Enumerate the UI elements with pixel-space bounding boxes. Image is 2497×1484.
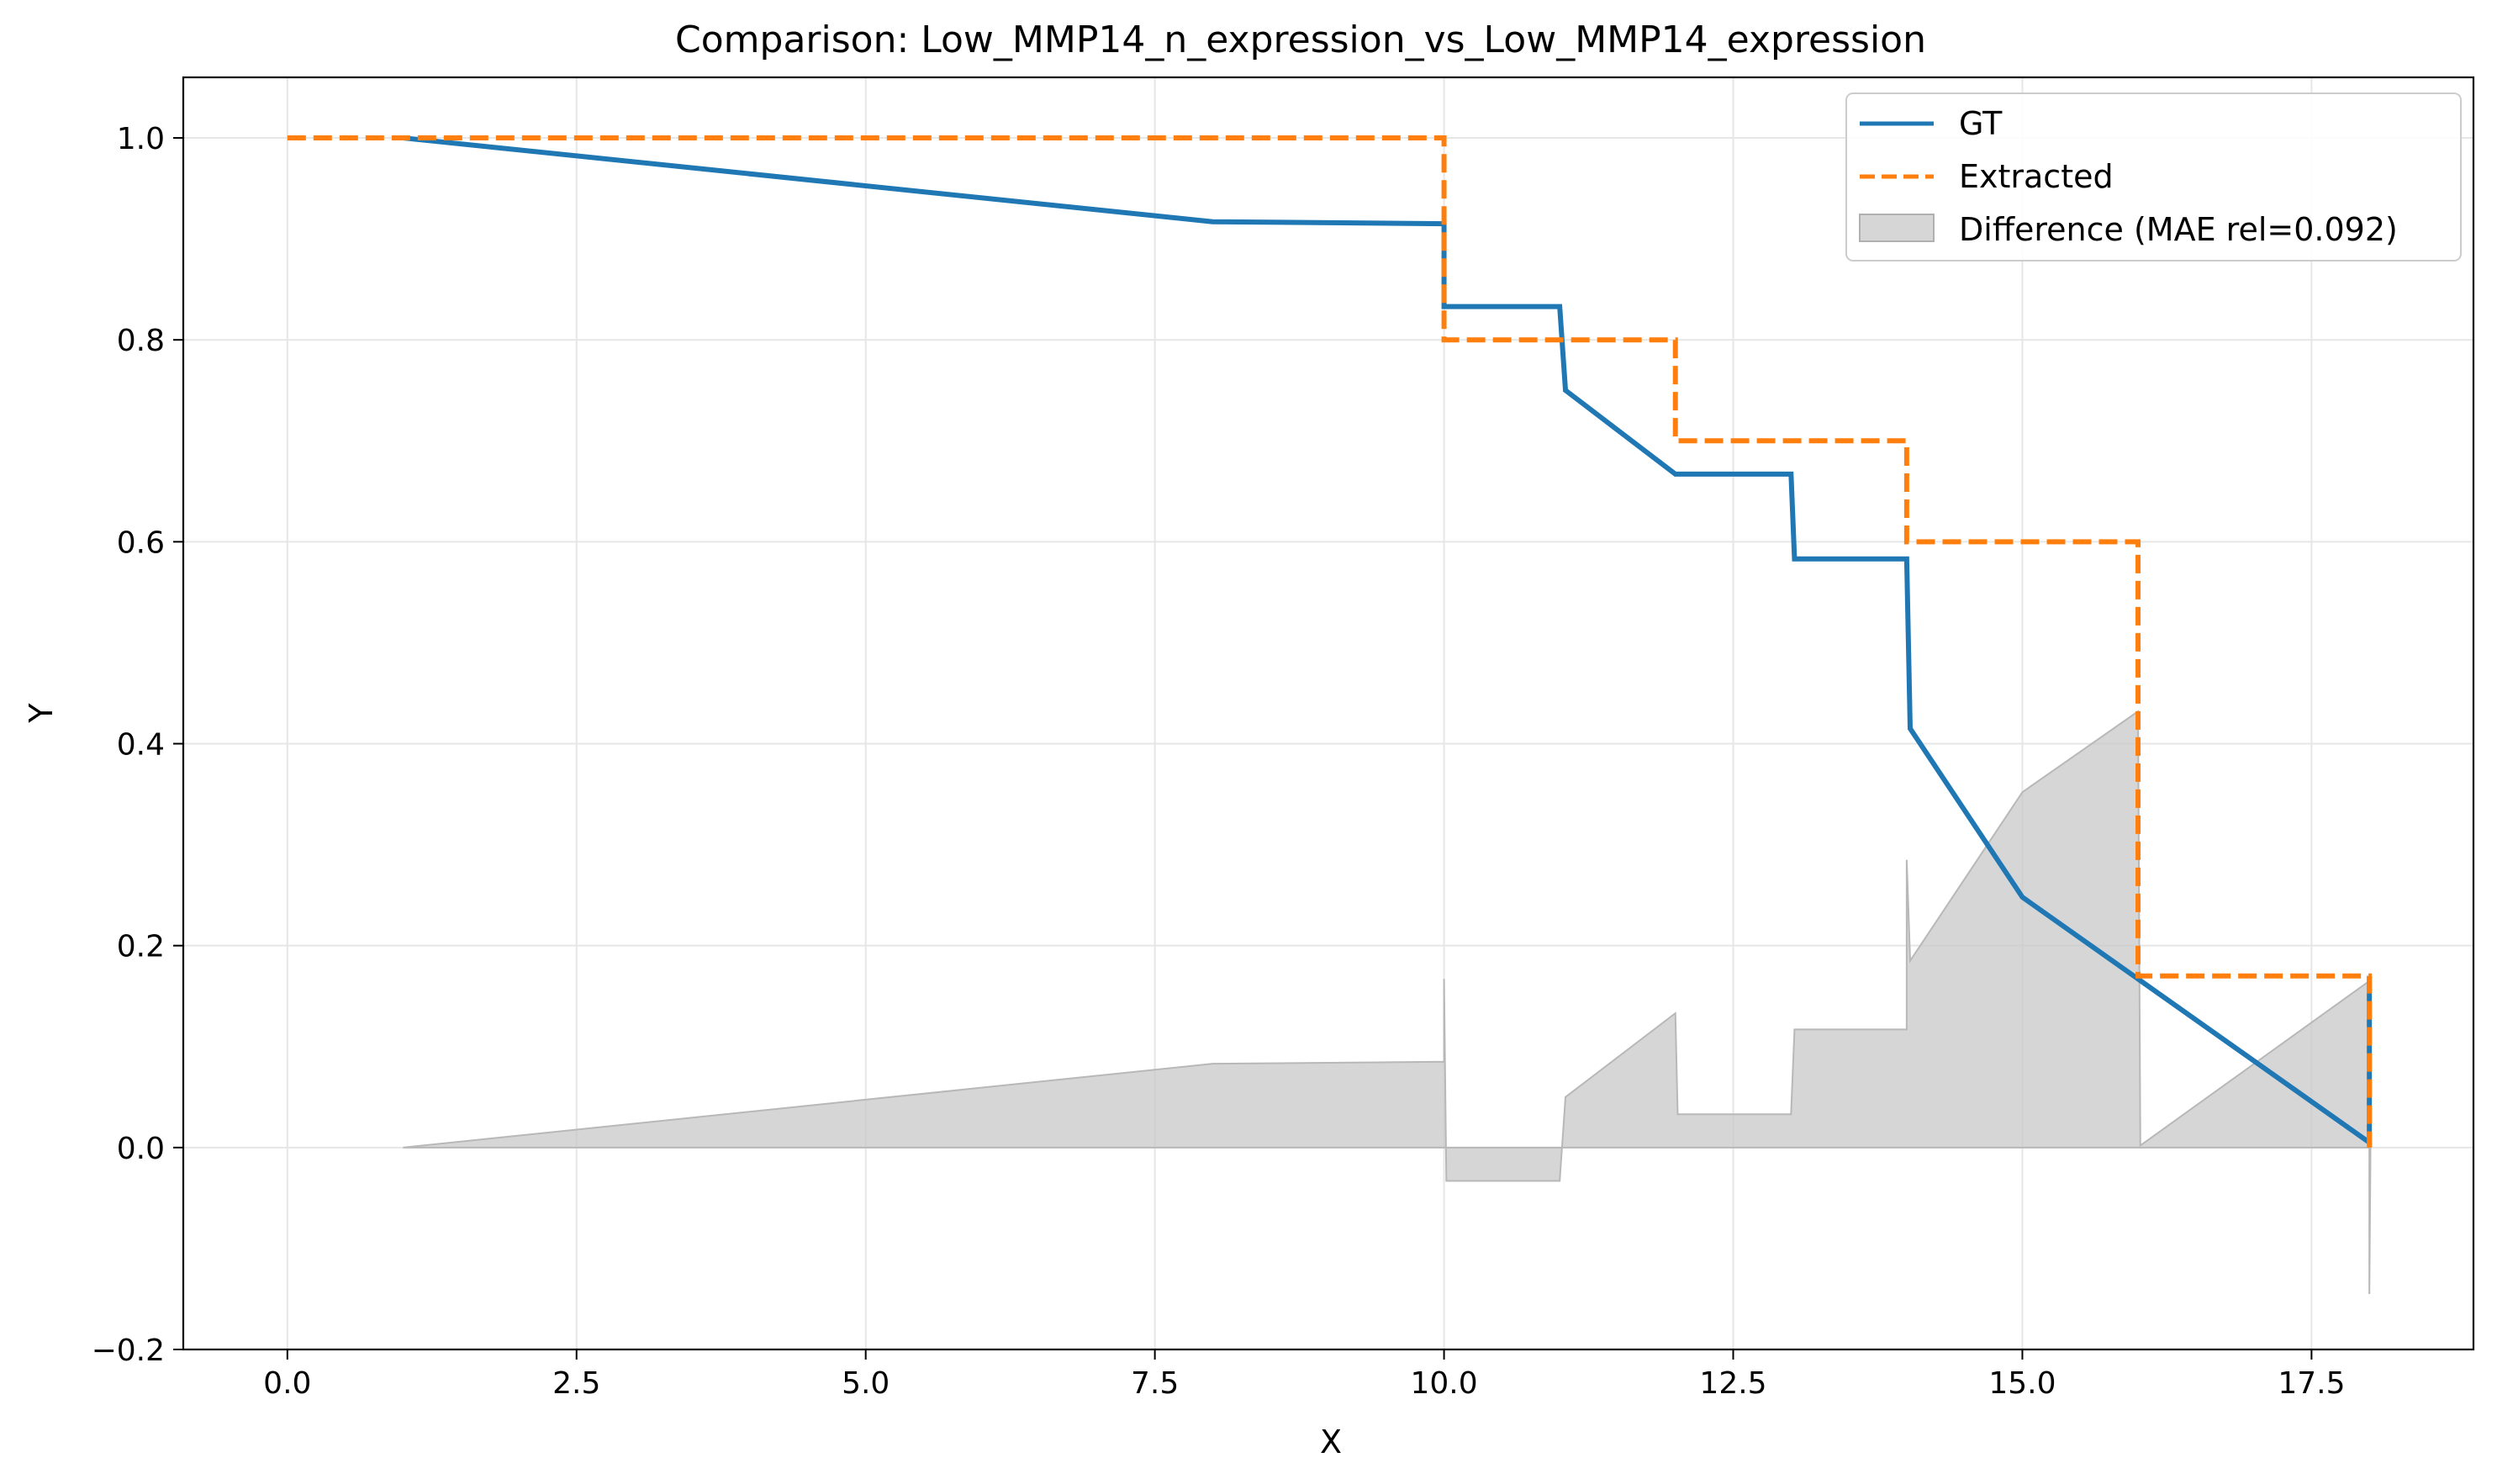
y-axis-label: Y bbox=[23, 703, 60, 724]
y-tick-label: 0.0 bbox=[117, 1132, 165, 1166]
x-tick-label: 15.0 bbox=[1988, 1366, 2056, 1401]
chart-title: Comparison: Low_MMP14_n_expression_vs_Lo… bbox=[675, 18, 1926, 61]
legend-box bbox=[1845, 92, 2462, 261]
difference-area bbox=[403, 710, 2372, 1294]
x-tick-label: 10.0 bbox=[1410, 1366, 1477, 1401]
x-tick-label: 2.5 bbox=[552, 1366, 600, 1401]
y-tick-label: 0.6 bbox=[117, 525, 165, 560]
y-tick-label: 0.8 bbox=[117, 324, 165, 358]
plot-frame bbox=[182, 76, 2475, 1351]
y-tick-label: 0.2 bbox=[117, 930, 165, 964]
y-tick-label: 0.4 bbox=[117, 728, 165, 763]
legend-difference-label: Difference (MAE rel=0.092) bbox=[1959, 211, 2398, 248]
x-tick-label: 12.5 bbox=[1699, 1366, 1766, 1401]
y-tick-label: 1.0 bbox=[117, 122, 165, 156]
x-tick-label: 17.5 bbox=[2278, 1366, 2345, 1401]
y-axis-ticks: −0.2 0.0 0.2 0.4 0.6 0.8 1.0 bbox=[92, 122, 183, 1368]
difference-area-layer bbox=[403, 710, 2372, 1294]
x-axis-label: X bbox=[1320, 1423, 1342, 1460]
legend: GT Extracted Difference (MAE rel=0.092) bbox=[1845, 92, 2462, 261]
series-layer bbox=[287, 135, 2373, 1148]
legend-extracted-label: Extracted bbox=[1959, 158, 2114, 195]
y-tick-label: −0.2 bbox=[92, 1333, 165, 1368]
x-tick-label: 0.0 bbox=[263, 1366, 311, 1401]
series-line-extracted bbox=[287, 135, 2373, 1148]
x-tick-label: 7.5 bbox=[1131, 1366, 1179, 1401]
legend-difference-swatch bbox=[1859, 214, 1935, 242]
x-tick-label: 5.0 bbox=[842, 1366, 890, 1401]
x-axis-ticks: 0.0 2.5 5.0 7.5 10.0 12.5 15.0 17.5 bbox=[263, 1349, 2345, 1401]
legend-gt-label: GT bbox=[1959, 105, 2003, 142]
